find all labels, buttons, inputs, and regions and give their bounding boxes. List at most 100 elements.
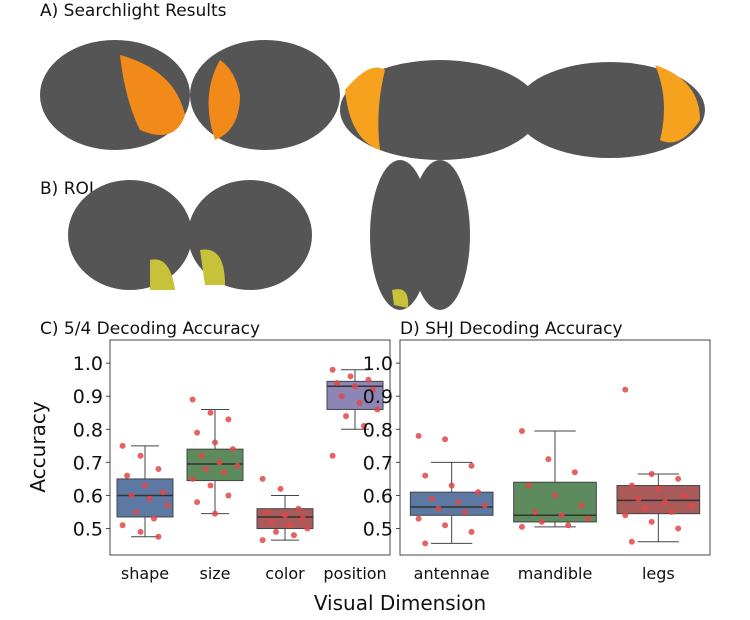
x-tick-label: legs (642, 564, 675, 583)
data-point (216, 459, 223, 466)
y-tick-label: 0.6 (73, 485, 103, 507)
data-point (518, 427, 525, 434)
data-point (338, 393, 345, 400)
x-tick-label: position (323, 564, 386, 583)
data-point (356, 399, 363, 406)
data-point (259, 537, 266, 544)
plot-frame (399, 339, 711, 556)
y-tick-label: 0.7 (73, 452, 103, 474)
data-point (648, 470, 655, 477)
data-point (207, 482, 214, 489)
data-point (565, 522, 572, 529)
box (409, 491, 494, 516)
x-tick-label: size (199, 564, 230, 583)
data-point (119, 442, 126, 449)
data-point (552, 492, 558, 499)
data-point (442, 522, 449, 529)
data-point (304, 525, 311, 532)
data-point (220, 469, 227, 476)
data-point (360, 423, 367, 429)
y-axis-label: Accuracy (26, 401, 50, 492)
data-point (468, 462, 475, 469)
data-point (422, 540, 429, 547)
y-tick-label: 0.7 (363, 452, 393, 474)
data-point (628, 538, 635, 545)
data-point (137, 452, 144, 459)
data-point (622, 512, 629, 519)
data-point (212, 510, 218, 517)
data-point (286, 522, 293, 529)
data-point (137, 528, 144, 535)
data-point (277, 485, 284, 492)
y-tick-label: 0.8 (73, 419, 103, 441)
y-tick-label: 0.9 (363, 386, 393, 408)
data-point (259, 475, 266, 482)
data-point (133, 509, 140, 515)
data-point (688, 502, 695, 509)
box (186, 448, 244, 482)
data-point (142, 482, 148, 489)
x-tick-label: color (265, 564, 305, 583)
data-point (119, 522, 126, 529)
data-point (468, 528, 475, 535)
data-point (538, 518, 545, 525)
data-point (146, 495, 153, 502)
data-point (369, 386, 376, 393)
data-point (189, 475, 196, 482)
chart-title: C) 5/4 Decoding Accuracy (40, 319, 260, 339)
data-point (150, 515, 157, 522)
data-point (282, 512, 288, 519)
data-point (675, 525, 682, 532)
data-point (428, 495, 435, 502)
data-point (159, 489, 166, 496)
data-point (365, 376, 372, 383)
data-point (558, 512, 565, 519)
data-point (352, 383, 358, 390)
data-point (194, 499, 201, 506)
data-point (422, 472, 429, 479)
data-point (124, 472, 131, 479)
data-point (229, 446, 236, 453)
y-tick-label: 0.9 (73, 386, 103, 408)
data-point (525, 482, 532, 489)
y-tick-label: 0.8 (363, 419, 393, 441)
data-point (212, 439, 218, 446)
data-point (225, 492, 232, 499)
data-point (475, 489, 482, 496)
data-point (545, 456, 552, 463)
data-point (329, 366, 336, 373)
x-tick-label: shape (121, 564, 169, 583)
data-point (622, 386, 629, 393)
data-point (571, 469, 578, 476)
y-tick-label: 0.5 (73, 519, 103, 541)
data-point (128, 492, 135, 499)
y-tick-label: 1.0 (363, 353, 393, 375)
data-point (435, 505, 442, 512)
data-point (655, 485, 662, 492)
data-point (628, 482, 635, 489)
data-point (334, 380, 341, 386)
data-point (299, 515, 306, 522)
data-point (164, 502, 171, 509)
panel-b-title: B) ROI (40, 179, 94, 199)
data-point (532, 509, 539, 515)
data-point (578, 502, 585, 509)
data-point (347, 373, 354, 380)
x-tick-label: antennae (414, 564, 490, 583)
data-point (668, 509, 675, 515)
data-point (648, 518, 655, 525)
data-point (455, 499, 462, 506)
y-tick-label: 0.6 (363, 485, 393, 507)
data-point (155, 466, 162, 472)
x-axis-label: Visual Dimension (314, 591, 486, 615)
data-point (273, 528, 280, 535)
data-point (461, 509, 468, 515)
panel-a-title: A) Searchlight Results (40, 1, 227, 21)
data-point (155, 533, 162, 540)
y-tick-label: 0.5 (363, 519, 393, 541)
data-point (329, 452, 336, 459)
data-point (264, 509, 271, 515)
data-point (675, 475, 682, 482)
data-point (681, 492, 688, 499)
